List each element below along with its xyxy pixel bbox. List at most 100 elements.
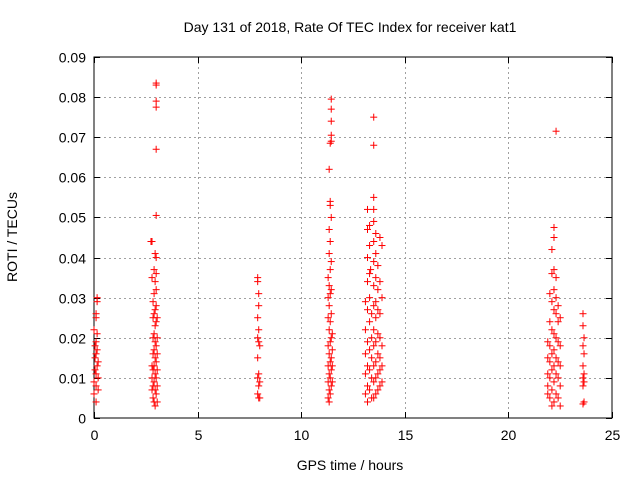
data-point xyxy=(361,370,369,378)
data-point xyxy=(544,390,552,398)
data-point xyxy=(148,386,156,394)
data-point xyxy=(91,366,99,374)
data-point xyxy=(328,362,336,370)
data-point xyxy=(327,354,335,362)
data-point xyxy=(153,350,161,358)
data-point xyxy=(93,346,101,354)
data-point xyxy=(364,225,372,233)
data-point xyxy=(548,246,556,254)
data-point xyxy=(374,370,382,378)
data-point xyxy=(150,378,158,386)
data-point xyxy=(92,370,100,378)
data-point xyxy=(254,374,262,382)
data-point xyxy=(579,322,587,330)
data-point xyxy=(579,400,587,408)
data-point xyxy=(552,390,560,398)
data-point xyxy=(92,310,100,318)
data-point xyxy=(374,262,382,270)
data-point xyxy=(325,398,333,406)
data-point xyxy=(546,290,554,298)
data-point xyxy=(254,314,262,322)
data-point xyxy=(327,366,335,374)
data-point xyxy=(372,314,380,322)
x-tick-label: 5 xyxy=(195,427,203,443)
y-tick-label: 0.04 xyxy=(59,251,86,267)
data-point xyxy=(544,382,552,390)
data-point xyxy=(326,338,334,346)
data-point xyxy=(148,274,156,282)
data-point xyxy=(364,205,372,213)
y-tick-label: 0.02 xyxy=(59,331,86,347)
data-point xyxy=(546,318,554,326)
data-point xyxy=(370,378,378,386)
data-point xyxy=(366,346,374,354)
data-point xyxy=(370,362,378,370)
data-point xyxy=(374,330,382,338)
data-point xyxy=(556,382,564,390)
data-point xyxy=(90,390,98,398)
data-point xyxy=(153,314,161,322)
data-point xyxy=(364,382,372,390)
data-point xyxy=(546,358,554,366)
data-point xyxy=(325,165,333,173)
data-point xyxy=(556,342,564,350)
data-point xyxy=(552,294,560,302)
data-point xyxy=(324,314,332,322)
data-point xyxy=(255,302,263,310)
data-point xyxy=(554,318,562,326)
data-point xyxy=(256,378,264,386)
data-point xyxy=(324,294,332,302)
data-point xyxy=(370,141,378,149)
data-point xyxy=(151,370,159,378)
data-point xyxy=(376,334,384,342)
data-point xyxy=(378,378,386,386)
data-point xyxy=(153,398,161,406)
data-point xyxy=(149,394,157,402)
data-point xyxy=(255,382,263,390)
tick-layer: 0 5 10 15 20 25 0 0.01 0.02 0.03 0.04 0.05 0.06 0.07 0… xyxy=(59,50,621,444)
data-point xyxy=(326,290,334,298)
data-point xyxy=(150,266,158,274)
data-point xyxy=(364,338,372,346)
data-point xyxy=(94,374,102,382)
data-point xyxy=(550,398,558,406)
data-point xyxy=(370,193,378,201)
data-point xyxy=(92,382,100,390)
data-point xyxy=(152,211,160,219)
data-point xyxy=(91,354,99,362)
data-point xyxy=(548,366,556,374)
data-point xyxy=(151,402,159,410)
data-point xyxy=(370,238,378,246)
data-point xyxy=(550,306,558,314)
data-point xyxy=(93,294,101,302)
data-point xyxy=(368,310,376,318)
data-point xyxy=(370,282,378,290)
data-point xyxy=(378,362,386,370)
data-point xyxy=(550,234,558,241)
data-point xyxy=(152,145,160,153)
data-point xyxy=(552,274,560,282)
data-point xyxy=(327,117,335,125)
data-point xyxy=(370,326,378,334)
y-tick-label: 0.01 xyxy=(59,371,86,387)
data-point xyxy=(325,370,333,378)
data-point xyxy=(579,342,587,350)
data-point xyxy=(544,338,552,346)
data-point xyxy=(324,274,332,282)
data-point xyxy=(374,350,382,358)
y-tick-label: 0 xyxy=(78,411,86,427)
data-point xyxy=(546,374,554,382)
data-point xyxy=(548,270,556,278)
data-point xyxy=(152,390,160,398)
data-point xyxy=(552,370,560,378)
data-point xyxy=(92,350,100,358)
data-point xyxy=(326,374,334,382)
data-point xyxy=(364,362,372,370)
data-point xyxy=(364,398,372,406)
data-point xyxy=(361,298,369,306)
y-tick-label: 0.05 xyxy=(59,210,86,226)
y-tick-label: 0.09 xyxy=(59,50,86,66)
data-point xyxy=(550,362,558,370)
